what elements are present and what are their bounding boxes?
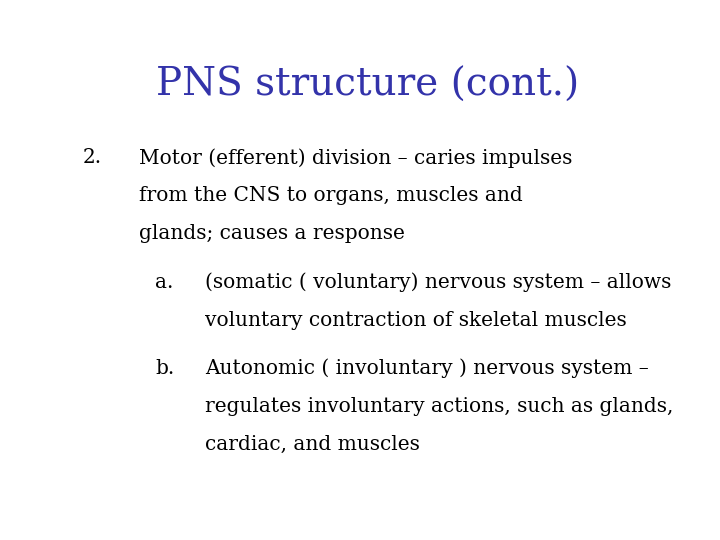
Text: Autonomic ( involuntary ) nervous system –: Autonomic ( involuntary ) nervous system…	[205, 359, 649, 379]
Text: a.: a.	[156, 273, 174, 292]
Text: regulates involuntary actions, such as glands,: regulates involuntary actions, such as g…	[205, 397, 673, 416]
Text: (somatic ( voluntary) nervous system – allows: (somatic ( voluntary) nervous system – a…	[205, 273, 671, 292]
Text: cardiac, and muscles: cardiac, and muscles	[205, 435, 420, 454]
Text: Motor (efferent) division – caries impulses: Motor (efferent) division – caries impul…	[139, 148, 572, 168]
Text: b.: b.	[156, 359, 174, 378]
Text: 2.: 2.	[82, 148, 102, 167]
Text: PNS structure (cont.): PNS structure (cont.)	[156, 67, 579, 104]
Text: from the CNS to organs, muscles and: from the CNS to organs, muscles and	[139, 186, 523, 205]
Text: glands; causes a response: glands; causes a response	[139, 224, 405, 244]
Text: voluntary contraction of skeletal muscles: voluntary contraction of skeletal muscle…	[205, 310, 626, 329]
